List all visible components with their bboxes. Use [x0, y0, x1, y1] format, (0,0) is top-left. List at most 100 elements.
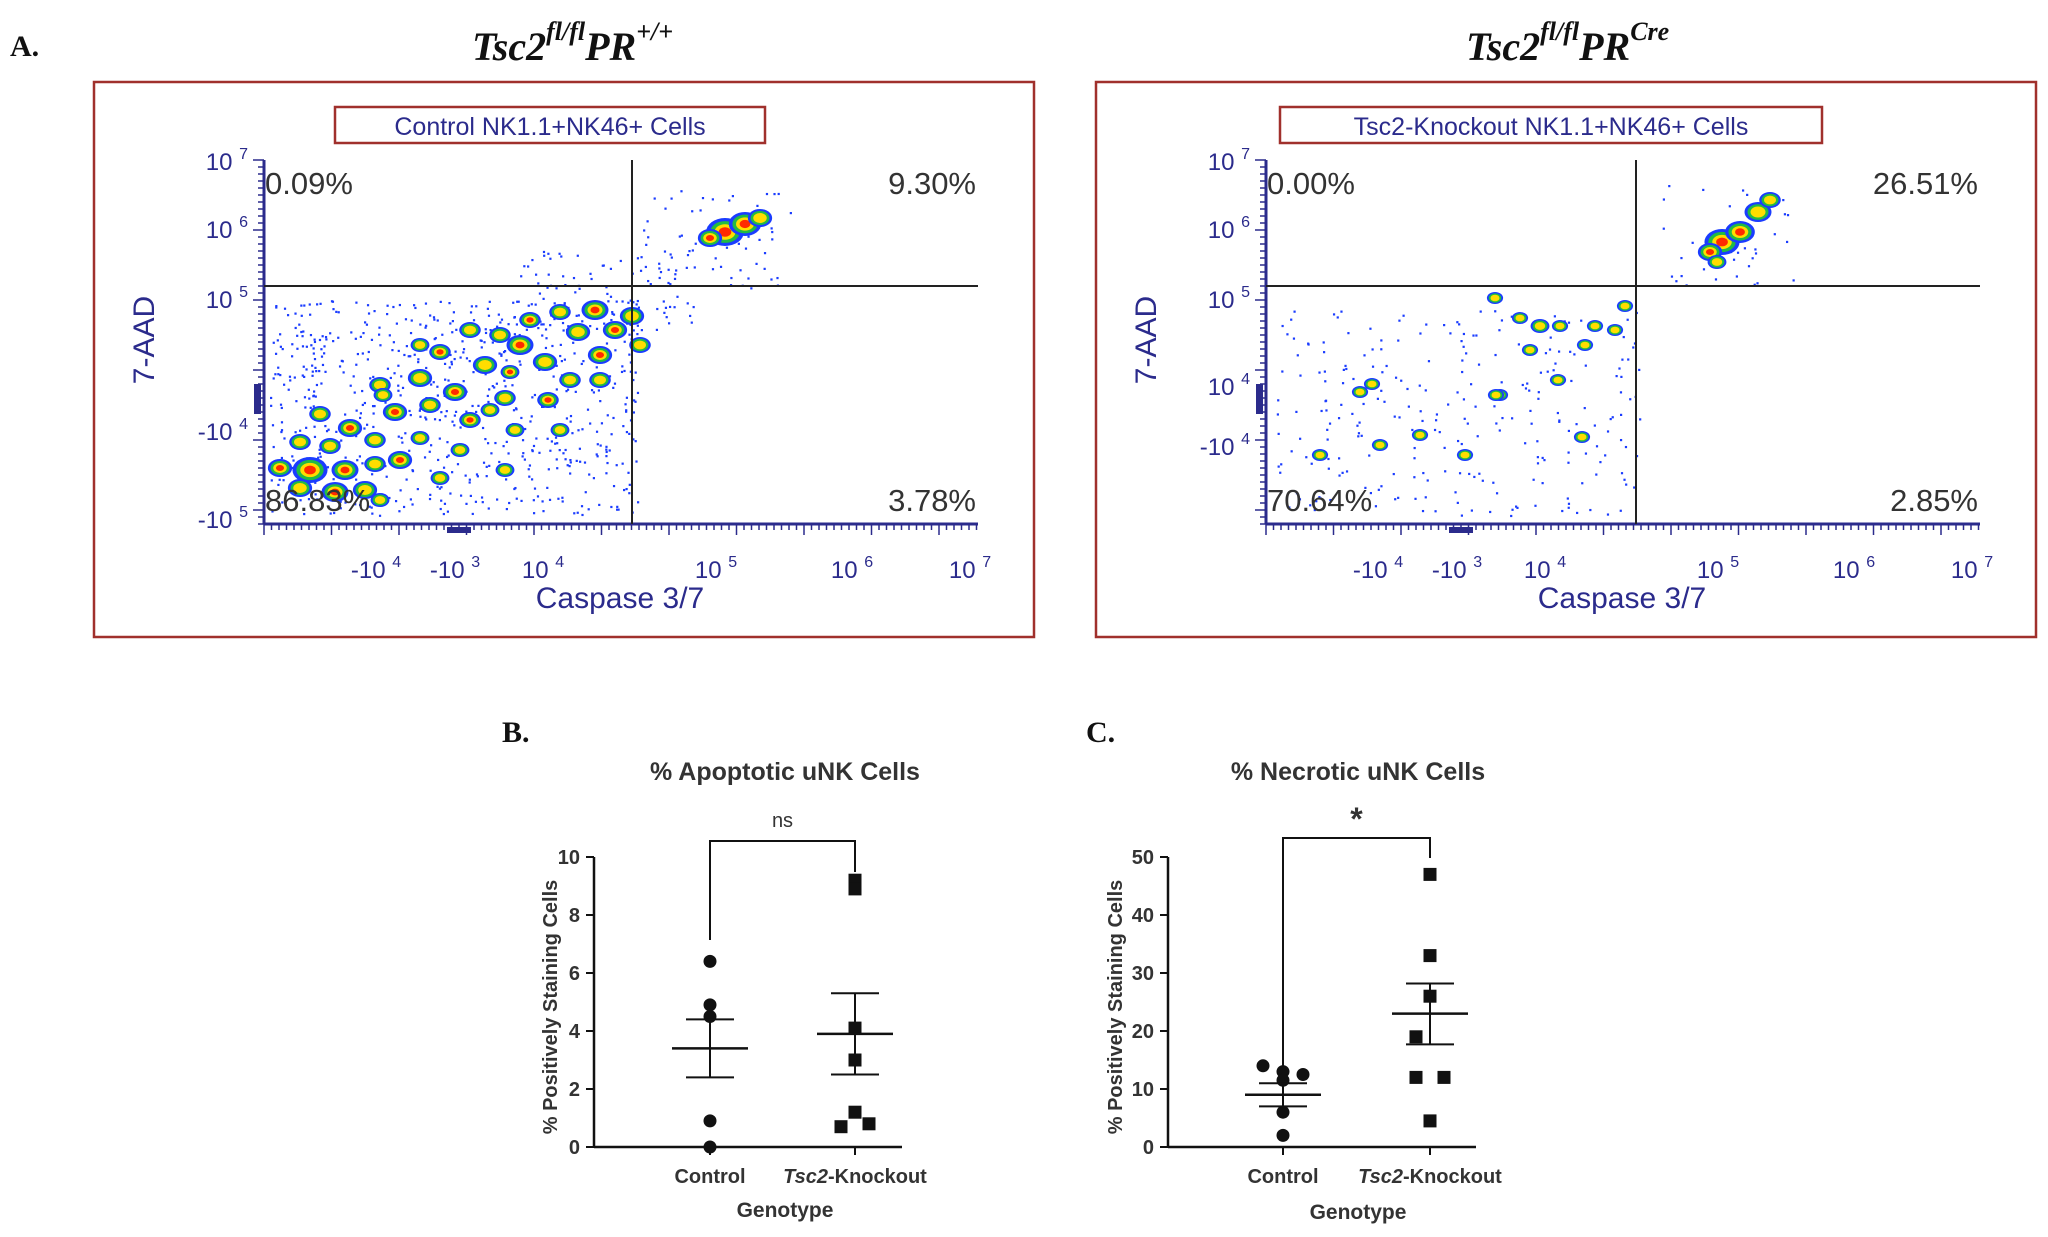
event-dot	[1324, 400, 1327, 403]
event-dot	[407, 355, 410, 358]
event-dot	[1529, 409, 1532, 413]
x-tick-label: 10 7	[949, 554, 991, 584]
event-dot	[318, 452, 321, 455]
event-dot	[1532, 478, 1535, 481]
density-cluster	[314, 409, 326, 419]
event-dot	[353, 391, 356, 394]
event-dot	[498, 352, 501, 355]
event-dot	[447, 379, 450, 382]
event-dot	[637, 306, 641, 309]
event-dot	[605, 342, 609, 345]
event-dot	[486, 442, 490, 445]
event-dot	[308, 303, 311, 306]
event-dot	[1290, 318, 1293, 321]
event-dot	[634, 440, 637, 443]
event-dot	[397, 349, 400, 353]
event-dot	[1468, 472, 1471, 476]
event-dot	[546, 486, 549, 489]
event-dot	[617, 508, 620, 511]
event-dot	[411, 503, 414, 506]
event-dot	[1623, 478, 1626, 481]
event-dot	[1754, 248, 1757, 251]
event-dot	[553, 302, 556, 305]
event-dot	[280, 421, 284, 424]
event-dot	[1320, 409, 1323, 413]
density-cluster	[1491, 391, 1501, 399]
event-dot	[691, 210, 694, 213]
event-dot	[1341, 471, 1344, 474]
event-dot	[606, 292, 609, 296]
y-tick-label: 10	[1132, 1079, 1154, 1101]
chart-title: % Necrotic uNK Cells	[1231, 758, 1485, 786]
event-dot	[653, 197, 656, 200]
event-dot	[1680, 256, 1683, 260]
event-dot	[664, 306, 668, 309]
event-dot	[307, 388, 310, 391]
event-dot	[355, 409, 358, 412]
y-tick-label: 40	[1132, 905, 1154, 927]
event-dot	[1753, 283, 1756, 286]
event-dot	[595, 453, 598, 456]
event-dot	[1583, 406, 1586, 410]
density-cluster	[1515, 314, 1525, 322]
event-dot	[1435, 419, 1438, 422]
event-dot	[520, 499, 523, 503]
event-dot	[1449, 332, 1452, 335]
event-dot	[549, 449, 552, 452]
density-cluster	[1355, 388, 1365, 396]
event-dot	[361, 352, 364, 355]
y-axis-label: 7-AAD	[1130, 296, 1163, 384]
event-dot	[1341, 382, 1345, 385]
event-dot	[337, 336, 340, 339]
event-dot	[1454, 491, 1457, 494]
event-dot	[730, 276, 733, 280]
event-dot	[620, 370, 624, 374]
event-dot	[1299, 374, 1302, 377]
event-dot	[283, 383, 286, 386]
density-cluster	[1460, 451, 1470, 459]
event-dot	[408, 449, 411, 452]
event-dot	[1746, 193, 1749, 197]
event-dot	[562, 329, 565, 332]
event-dot	[581, 428, 584, 431]
y-tick-label: 10 5	[206, 284, 248, 314]
event-dot	[481, 426, 485, 430]
density-cluster	[506, 369, 514, 375]
event-dot	[1567, 321, 1571, 324]
event-dot	[304, 406, 307, 409]
event-dot	[521, 439, 525, 442]
event-dot	[275, 305, 278, 308]
density-cluster	[1555, 322, 1565, 330]
event-dot	[1461, 359, 1464, 362]
event-dot	[283, 437, 286, 440]
event-dot	[547, 468, 550, 471]
event-dot	[1537, 397, 1540, 400]
event-dot	[520, 275, 523, 278]
event-dot	[1536, 462, 1540, 465]
event-dot	[635, 460, 638, 463]
event-dot	[449, 492, 452, 495]
event-dot	[480, 339, 483, 343]
event-dot	[561, 496, 564, 499]
event-dot	[1627, 358, 1630, 361]
event-dot	[524, 427, 527, 431]
event-dot	[405, 478, 408, 481]
event-dot	[465, 357, 469, 360]
event-dot	[1462, 332, 1466, 336]
event-dot	[354, 503, 357, 506]
event-dot	[462, 380, 465, 383]
event-dot	[770, 227, 773, 230]
event-dot	[313, 357, 317, 361]
event-dot	[409, 413, 412, 417]
genotype-sup: +/+	[636, 17, 673, 46]
event-dot	[1743, 247, 1747, 250]
event-dot	[522, 452, 525, 455]
event-dot	[452, 311, 455, 314]
event-dot	[566, 388, 570, 391]
event-dot	[639, 269, 643, 272]
event-dot	[1458, 323, 1461, 326]
event-dot	[433, 418, 437, 421]
quadrant-bottom-right: 3.78%	[888, 483, 976, 518]
event-dot	[558, 449, 561, 452]
event-dot	[1438, 431, 1441, 434]
